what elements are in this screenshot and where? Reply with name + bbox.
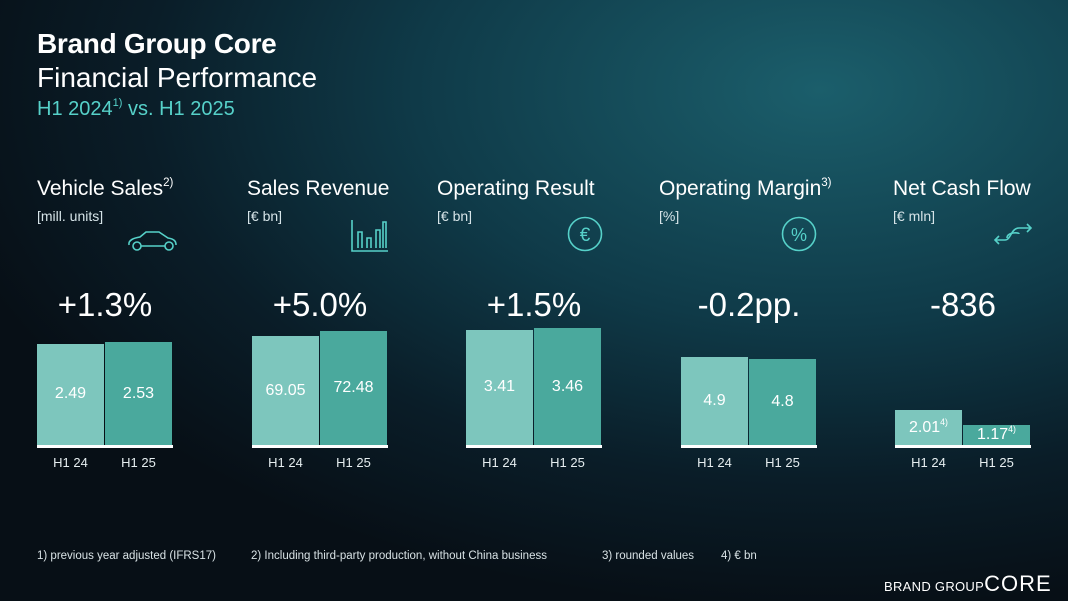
period-label: H1 20241) vs. H1 2025 [37, 98, 235, 121]
bar-chart-icon [350, 218, 390, 259]
data-label: 2.014) [909, 416, 948, 437]
data-label: 4.9 [703, 392, 725, 410]
change-value: -0.2pp. [697, 286, 801, 323]
change-value: -836 [929, 286, 997, 323]
data-label: 69.05 [265, 382, 305, 400]
data-label: 3.46 [552, 378, 583, 396]
bar-h1-25: 72.48 [320, 330, 387, 445]
percent-icon: % [781, 216, 817, 257]
cash-flow-icon [993, 222, 1033, 251]
data-label-value: 4.8 [771, 392, 794, 410]
x-tick-label: H1 24 [697, 455, 732, 470]
bar-h1-25: 3.46 [534, 328, 601, 445]
x-tick-label: H1 25 [765, 455, 800, 470]
data-label-value: 3.41 [483, 378, 516, 396]
footnote-1: 1) previous year adjusted (IFRS17) [37, 550, 216, 562]
data-label-value: 2.49 [54, 385, 87, 403]
bar-h1-25: 2.53 [105, 342, 172, 445]
x-tick-label: H1 25 [979, 455, 1014, 470]
data-label: 2.49 [55, 385, 86, 403]
x-tick-label: H1 24 [911, 455, 946, 470]
period-prefix: H1 2024 [37, 98, 113, 120]
panel-title: Operating Margin3) [659, 177, 832, 201]
panel-title-text: Operating Result [437, 177, 595, 200]
period-footnote: 1) [112, 97, 123, 110]
data-label: 4.8 [771, 393, 793, 411]
bar-h1-24: 3.41 [466, 329, 533, 445]
footnote-2: 2) Including third-party production, wit… [251, 550, 547, 562]
bar-h1-24: 2.49 [37, 343, 104, 445]
panel-title-text: Operating Margin [659, 177, 822, 200]
data-label: 3.41 [484, 378, 515, 396]
panel-unit: [€ bn] [437, 208, 473, 224]
panel-title-text: Net Cash Flow [893, 177, 1031, 200]
data-label: 72.48 [333, 379, 373, 397]
bar-plot: 69.05 72.48 [252, 300, 420, 448]
change-value: +1.5% [486, 286, 582, 323]
change-value: +1.3% [57, 286, 153, 323]
data-label-value: 2.53 [122, 384, 155, 402]
bar-h1-24: 2.014) [895, 410, 962, 445]
x-axis [895, 445, 1031, 448]
data-label-value: 1.17 [977, 425, 1009, 443]
panel-unit: [€ bn] [247, 208, 283, 224]
bar-plot: 2.014) 1.174) [895, 300, 1063, 448]
x-axis [37, 445, 173, 448]
panel-title-footnote: 2) [163, 176, 174, 189]
panel-unit: [%] [659, 208, 680, 224]
x-tick-label: H1 25 [121, 455, 156, 470]
car-icon [126, 230, 178, 257]
data-label-value: 69.05 [265, 381, 306, 399]
period-suffix: vs. H1 2025 [122, 98, 235, 120]
bar-h1-25: 1.174) [963, 423, 1030, 445]
data-label-value: 3.46 [551, 377, 584, 395]
brand-logo: BRAND GROUPCORE [884, 571, 1052, 597]
data-label-footnote: 4) [1008, 423, 1016, 434]
x-tick-label: H1 25 [336, 455, 371, 470]
data-label: 1.174) [977, 423, 1016, 444]
panel-unit: [€ mln] [893, 208, 936, 224]
bar-plot: 3.41 3.46 [466, 300, 634, 448]
x-axis [252, 445, 388, 448]
change-value: +5.0% [272, 286, 368, 323]
data-label-footnote: 4) [940, 416, 948, 427]
page-subtitle: Financial Performance [37, 62, 318, 93]
bar-h1-24: 69.05 [252, 336, 319, 445]
panel-title-text: Vehicle Sales [37, 177, 164, 200]
panel-title: Operating Result [437, 177, 595, 201]
data-label-value: 2.01 [909, 418, 941, 436]
bar-plot: 2.49 2.53 [37, 300, 205, 448]
panel-unit: [mill. units] [37, 208, 104, 224]
logo-large: CORE [984, 571, 1052, 596]
x-tick-label: H1 24 [268, 455, 303, 470]
svg-text:%: % [791, 225, 807, 245]
page-title: Brand Group Core [37, 28, 277, 59]
x-tick-label: H1 24 [482, 455, 517, 470]
panel-title-text: Sales Revenue [247, 177, 390, 200]
x-axis [466, 445, 602, 448]
data-label-value: 4.9 [703, 391, 726, 409]
panel-title-footnote: 3) [821, 176, 832, 189]
footnote-4: 4) € bn [721, 550, 757, 562]
svg-text:€: € [580, 225, 591, 246]
logo-small: BRAND GROUP [884, 579, 985, 594]
panel-title: Net Cash Flow [893, 177, 1031, 201]
bar-h1-24: 4.9 [681, 356, 748, 445]
data-label-value: 72.48 [333, 378, 374, 396]
euro-icon: € [567, 216, 603, 257]
panel-title: Sales Revenue [247, 177, 389, 201]
footnote-3: 3) rounded values [602, 550, 695, 562]
bar-h1-25: 4.8 [749, 358, 816, 445]
x-tick-label: H1 25 [550, 455, 585, 470]
x-axis [681, 445, 817, 448]
panel-title: Vehicle Sales2) [37, 177, 173, 201]
data-label: 2.53 [123, 385, 154, 403]
x-tick-label: H1 24 [53, 455, 88, 470]
bar-plot: 4.9 4.8 [681, 300, 849, 448]
